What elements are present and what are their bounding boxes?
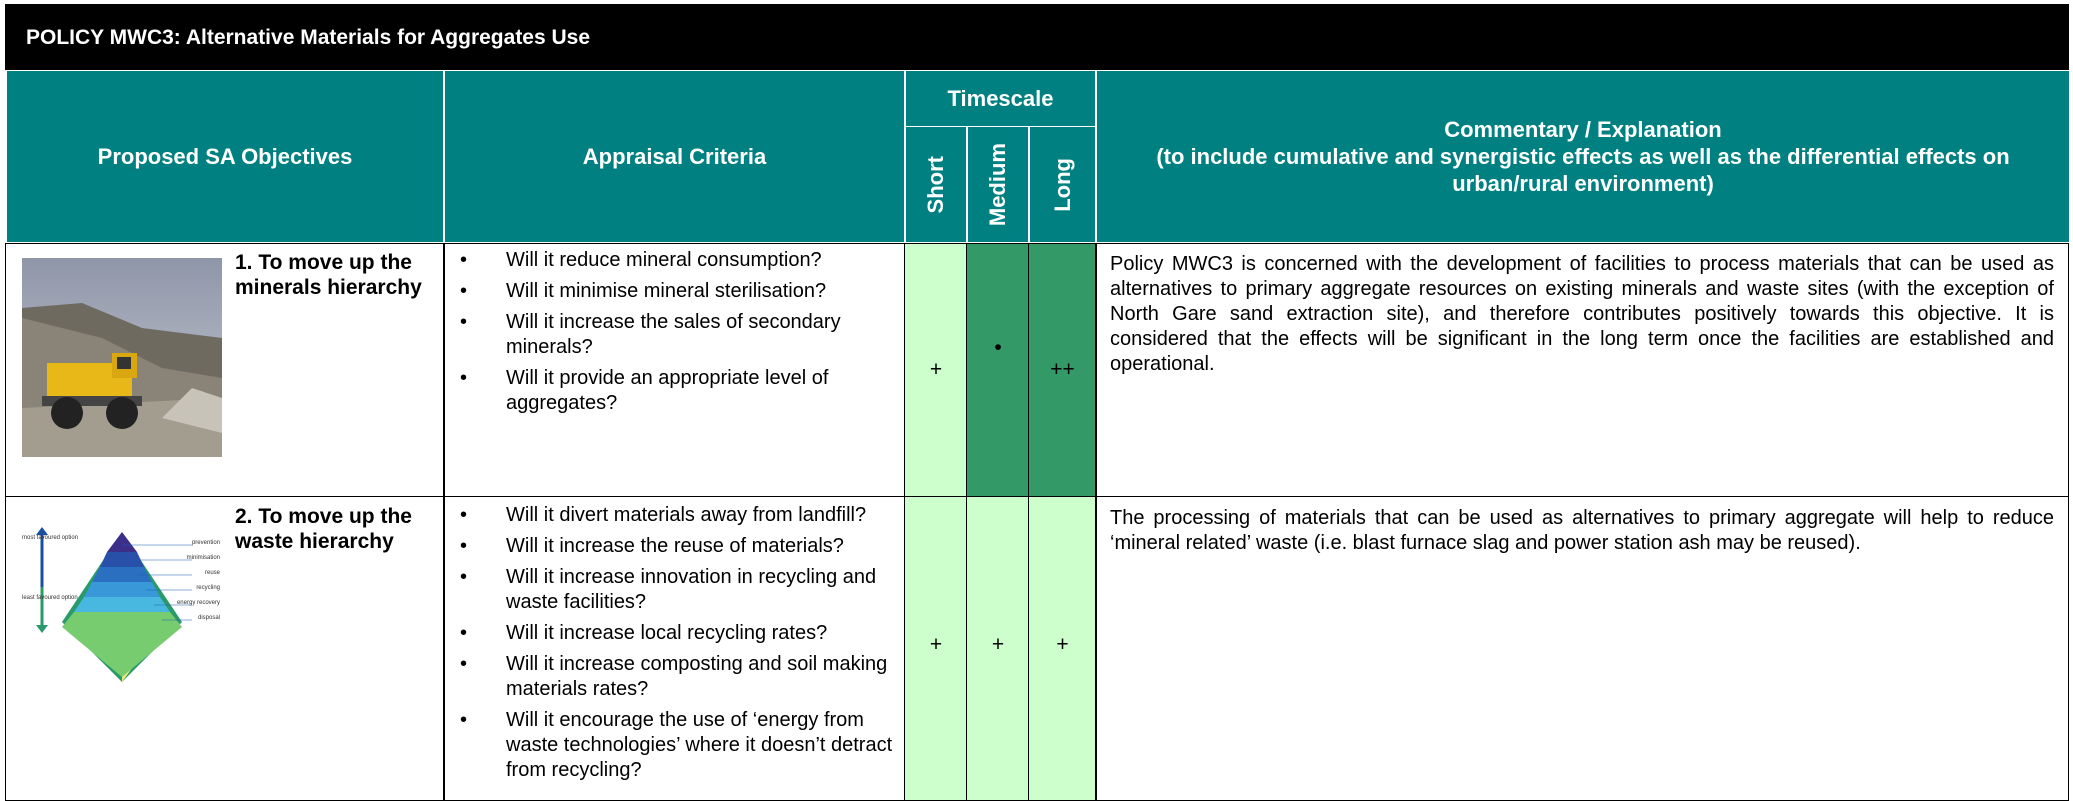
objective: 2. To move up the waste hierarchy xyxy=(235,505,412,553)
medium-head: Medium xyxy=(968,127,1028,242)
pyramid-label: energy recovery xyxy=(177,600,220,606)
medium-label: Medium xyxy=(985,142,1010,227)
col-objectives: Proposed SA Objectives xyxy=(7,71,443,242)
criterion: Will it increase the reuse of materials? xyxy=(445,534,900,559)
long-label: Long xyxy=(1049,157,1075,212)
col-commentary: Commentary / Explanation (to include cum… xyxy=(1097,71,2069,242)
commentary-subtitle: (to include cumulative and synergistic e… xyxy=(1156,144,2010,196)
score-short: + xyxy=(904,496,968,801)
criterion: Will it increase innovation in recycling… xyxy=(445,565,900,615)
timescale: Timescale xyxy=(906,71,1095,126)
policy-title: POLICY MWC3: Alternative Materials for A… xyxy=(5,4,2069,70)
criterion: Will it encourage the use of ‘energy fro… xyxy=(445,708,900,783)
pyramid-label: least favoured option xyxy=(22,595,78,601)
score: + xyxy=(929,358,943,381)
pyramid-label: disposal xyxy=(198,615,220,621)
objective: 1. To move up the minerals hierarchy xyxy=(235,251,422,299)
criterion: Will it minimise mineral sterilisation? xyxy=(445,279,900,304)
criterion: Will it provide an appropriate level of … xyxy=(445,366,900,416)
col-criteria: Appraisal Criteria xyxy=(445,71,904,242)
criterion: Will it divert materials away from landf… xyxy=(445,503,900,528)
pyramid-label: most favoured option xyxy=(22,535,78,541)
criterion: Will it reduce mineral consumption? xyxy=(445,248,900,273)
criterion: Will it increase the sales of secondary … xyxy=(445,310,900,360)
pyramid-label: reuse xyxy=(205,570,221,576)
pyramid-label: recycling xyxy=(196,585,220,591)
truck-photo xyxy=(22,258,222,457)
criteria-list: Will it reduce mineral consumption? Will … xyxy=(445,248,900,422)
score-medium: • xyxy=(966,243,1030,497)
score: + xyxy=(991,632,1005,656)
score: + xyxy=(929,632,943,656)
criteria-list: Will it divert materials away from landf… xyxy=(445,503,900,789)
commentary-title: Commentary / Explanation xyxy=(1444,117,1722,142)
criterion: Will it increase composting and soil mak… xyxy=(445,652,900,702)
long-head: Long xyxy=(1030,127,1095,242)
score: + xyxy=(1056,632,1069,656)
score-long: ++ xyxy=(1028,243,1097,497)
short-label: Short xyxy=(923,155,948,214)
score-long: + xyxy=(1028,496,1097,801)
score-short: + xyxy=(904,243,968,497)
commentary: Policy MWC3 is concerned with the develo… xyxy=(1095,243,2069,497)
pyramid-label: prevention xyxy=(192,540,220,546)
score: • xyxy=(994,336,1002,359)
waste-pyramid: prevention minimisation reuse recycling ener… xyxy=(22,527,221,682)
criterion: Will it increase local recycling rates? xyxy=(445,621,900,646)
pyramid-label: minimisation xyxy=(187,555,220,561)
score: ++ xyxy=(1050,358,1075,381)
commentary: The processing of materials that can be … xyxy=(1095,496,2069,801)
short-head: Short xyxy=(906,127,966,242)
score-medium: + xyxy=(966,496,1030,801)
